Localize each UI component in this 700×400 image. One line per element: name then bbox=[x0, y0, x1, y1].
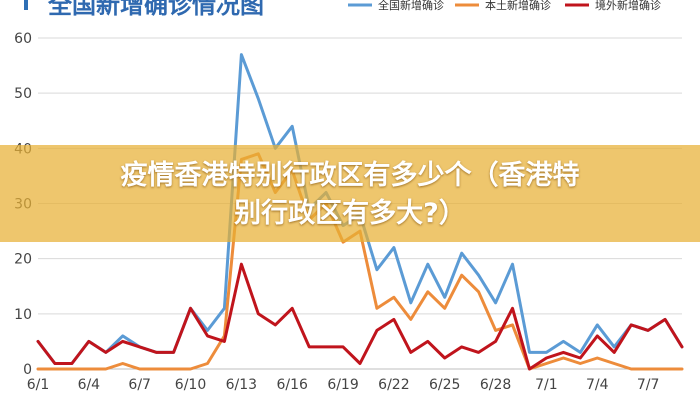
legend-label-2: 本土新增确诊 bbox=[485, 0, 551, 12]
y-tick-label-60: 60 bbox=[14, 31, 32, 47]
x-tick-label-6-13: 6/13 bbox=[226, 377, 257, 393]
x-tick-label-7-4: 7/4 bbox=[586, 377, 609, 393]
x-tick-label-6-28: 6/28 bbox=[480, 377, 511, 393]
x-tick-label-7-1: 7/1 bbox=[535, 377, 558, 393]
caption-banner bbox=[0, 145, 700, 242]
legend-label-1: 全国新增确诊 bbox=[378, 0, 444, 12]
legend-label-3: 境外新增确诊 bbox=[595, 0, 661, 12]
x-tick-label-6-16: 6/16 bbox=[276, 377, 308, 393]
y-tick-label-20: 20 bbox=[14, 252, 32, 268]
y-tick-label-50: 50 bbox=[14, 86, 32, 102]
x-tick-label-6-22: 6/22 bbox=[378, 377, 409, 393]
x-tick-label-6-4: 6/4 bbox=[78, 377, 101, 393]
y-tick-label-10: 10 bbox=[14, 307, 32, 323]
x-tick-label-6-25: 6/25 bbox=[429, 377, 460, 393]
x-tick-label-6-7: 6/7 bbox=[128, 377, 151, 393]
series-line-3 bbox=[36, 262, 684, 371]
title-accent-bar bbox=[24, 0, 28, 10]
caption-text: 疫情香港特别行政区有多少个（香港特 别行政区有多大?） bbox=[0, 157, 700, 233]
chart-title: 全国新增确诊情况图 bbox=[48, 0, 264, 19]
x-tick-label-6-19: 6/19 bbox=[327, 377, 358, 393]
caption-line-2: 别行政区有多大?） bbox=[234, 198, 466, 229]
x-tick-label-6-10: 6/10 bbox=[175, 377, 206, 393]
x-tick-label-7-7: 7/7 bbox=[637, 377, 660, 393]
caption-line-1: 疫情香港特别行政区有多少个（香港特 bbox=[120, 160, 580, 191]
x-tick-label-6-1: 6/1 bbox=[27, 377, 50, 393]
y-tick-label-0: 0 bbox=[23, 362, 32, 378]
